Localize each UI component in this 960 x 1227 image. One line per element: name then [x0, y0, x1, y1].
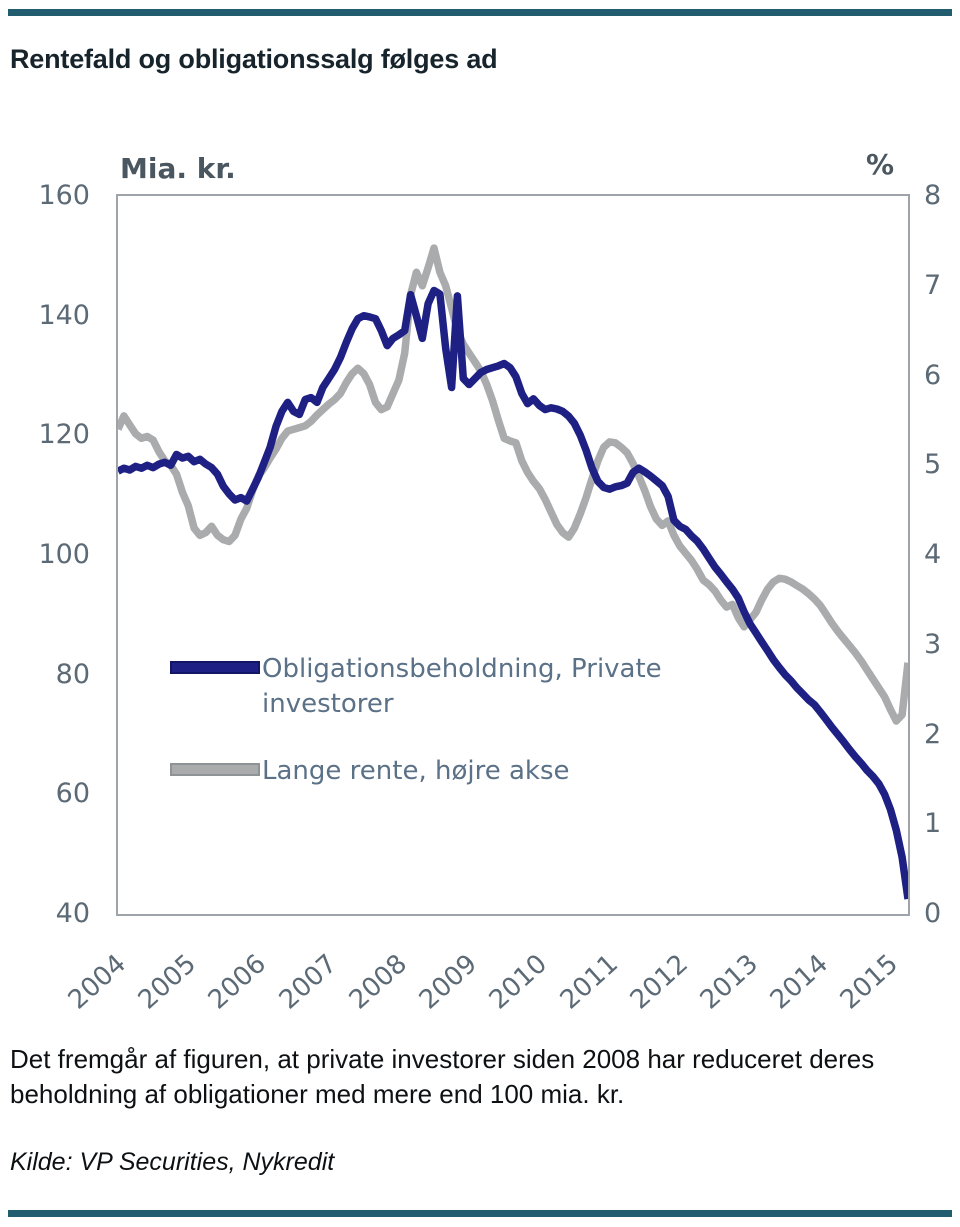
plot-area: [116, 194, 910, 916]
source-line: Kilde: VP Securities, Nykredit: [10, 1148, 335, 1176]
legend-item-bond-holdings: Obligationsbeholdning, Private investore…: [170, 652, 712, 722]
left-axis-tick-label: 100: [38, 539, 90, 570]
figure-caption: Det fremgår af figuren, at private inves…: [10, 1044, 875, 1109]
page-title: Rentefald og obligationssalg følges ad: [10, 44, 498, 74]
long-rate-line: [118, 244, 908, 725]
left-axis-tick-label: 120: [38, 419, 90, 451]
x-axis-tick-label: 2005: [133, 948, 203, 1016]
bond-holdings-line: [118, 286, 908, 900]
x-axis-tick-label: 2011: [554, 948, 624, 1016]
x-axis-tick-label: 2015: [835, 948, 905, 1016]
left-axis-tick-label: 40: [55, 898, 90, 929]
x-axis-tick-label: 2006: [203, 948, 273, 1016]
left-axis-unit-label: Mia. kr.: [120, 152, 236, 185]
left-axis-tick-label: 140: [38, 299, 90, 331]
left-axis-tick-label: 80: [55, 658, 90, 690]
x-axis-tick-label: 2007: [273, 948, 343, 1016]
legend-item-long-rate: Lange rente, højre akse: [170, 754, 712, 789]
right-axis-tick-label: 6: [924, 359, 942, 391]
legend-label-long-rate: Lange rente, højre akse: [262, 756, 570, 786]
x-axis-tick-label: 2014: [765, 948, 835, 1016]
left-axis-tick-label: 160: [38, 180, 90, 211]
bottom-divider-rule: [8, 1210, 952, 1217]
x-axis-tick-label: 2004: [62, 948, 133, 1016]
right-axis-tick-label: 5: [924, 449, 942, 481]
right-axis-tick-label: 7: [924, 269, 942, 301]
legend-swatch-long-rate: [170, 763, 260, 776]
right-axis-tick-label: 3: [924, 628, 942, 660]
top-divider-rule: [8, 9, 952, 16]
right-axis-unit-label: %: [866, 148, 895, 181]
right-axis-tick-label: 8: [924, 180, 942, 211]
left-axis-tick-label: 60: [55, 778, 90, 810]
legend-label-bond-holdings: Obligationsbeholdning, Private investore…: [262, 654, 662, 719]
x-axis-tick-label: 2009: [413, 948, 484, 1016]
right-axis-tick-label: 4: [924, 539, 942, 570]
right-axis-tick-label: 2: [924, 718, 942, 750]
right-axis-tick-label: 0: [924, 898, 942, 929]
x-axis-tick-label: 2012: [624, 948, 694, 1016]
legend-swatch-bond-holdings: [170, 661, 260, 674]
line-chart: [118, 244, 908, 900]
x-axis-tick-label: 2013: [694, 948, 765, 1016]
right-axis-tick-label: 1: [924, 808, 942, 840]
x-axis-tick-label: 2008: [343, 948, 413, 1016]
x-axis-tick-label: 2010: [484, 948, 554, 1016]
